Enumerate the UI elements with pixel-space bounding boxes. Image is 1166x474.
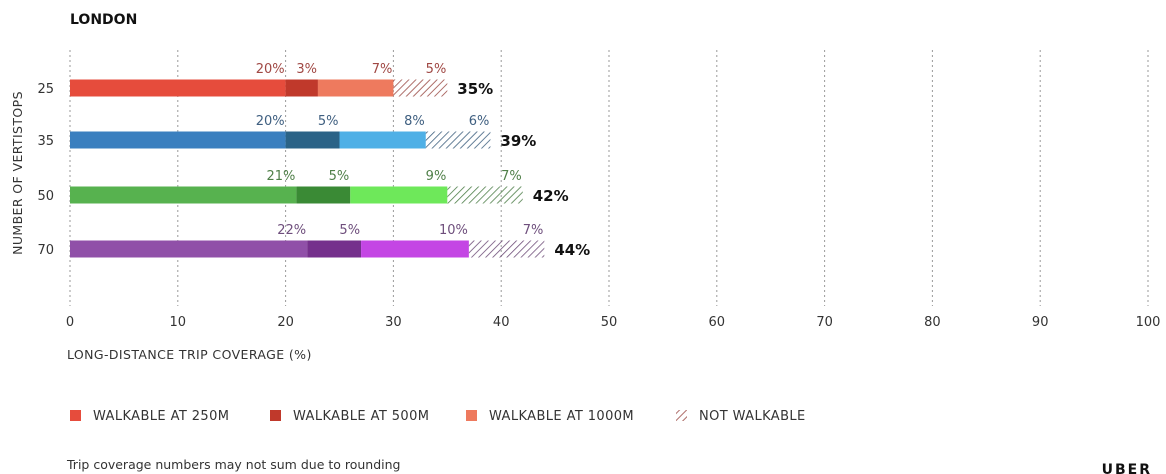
bar-70-walkable-at-1000m [361, 240, 469, 258]
bar-35-walkable-at-1000m [339, 131, 426, 149]
segment-label-25-not-walkable: 5% [426, 62, 447, 77]
bar-25-walkable-at-500m [285, 79, 318, 97]
segment-label-70-walkable-at-500m: 5% [339, 223, 360, 238]
uber-logo: UBER [1102, 462, 1152, 474]
x-tick-20: 20 [277, 315, 294, 330]
x-axis-ticks: 0 10 20 30 40 50 60 70 80 90 100 [66, 315, 1161, 330]
legend-label-walkable-at-500m: WALKABLE AT 500M [293, 409, 429, 424]
segment-label-50-walkable-at-250m: 21% [266, 169, 295, 184]
segment-label-25-walkable-at-1000m: 7% [372, 62, 393, 77]
legend: WALKABLE AT 250M WALKABLE AT 500M WALKABLE… [70, 409, 806, 424]
bar-35-walkable-at-250m [70, 131, 286, 149]
bars: 20% 3% 7% 5% 35% 20% 5% 8% 6% 39% 21% 5% 9% 7% 42% 22% 5… [70, 62, 590, 259]
total-label-25: 35% [457, 80, 493, 98]
y-axis-label: NUMBER OF VERTISTOPS [10, 91, 25, 255]
x-tick-60: 60 [709, 315, 726, 330]
legend-swatch-walkable-at-250m [70, 410, 81, 421]
x-tick-80: 80 [924, 315, 941, 330]
segment-label-50-walkable-at-500m: 5% [329, 169, 350, 184]
legend-swatch-walkable-at-1000m [466, 410, 477, 421]
legend-label-not-walkable: NOT WALKABLE [699, 409, 806, 424]
segment-label-70-walkable-at-1000m: 10% [439, 223, 468, 238]
bar-35-not-walkable [425, 131, 491, 149]
y-tick-50: 50 [37, 189, 54, 204]
x-tick-10: 10 [170, 315, 187, 330]
x-tick-50: 50 [601, 315, 618, 330]
bar-50-walkable-at-500m [296, 186, 351, 204]
segment-label-35-walkable-at-1000m: 8% [404, 114, 425, 129]
segment-label-70-walkable-at-250m: 22% [277, 223, 306, 238]
legend-label-walkable-at-1000m: WALKABLE AT 1000M [489, 409, 634, 424]
y-tick-25: 25 [37, 82, 54, 97]
x-tick-0: 0 [66, 315, 74, 330]
segment-label-50-not-walkable: 7% [501, 169, 522, 184]
x-tick-30: 30 [385, 315, 402, 330]
bar-25-not-walkable [393, 79, 448, 97]
x-tick-70: 70 [816, 315, 833, 330]
x-tick-100: 100 [1136, 315, 1161, 330]
x-tick-40: 40 [493, 315, 510, 330]
y-tick-35: 35 [37, 134, 54, 149]
bar-70-walkable-at-500m [307, 240, 362, 258]
total-label-50: 42% [533, 187, 569, 205]
x-tick-90: 90 [1032, 315, 1049, 330]
segment-label-35-walkable-at-500m: 5% [318, 114, 339, 129]
legend-label-walkable-at-250m: WALKABLE AT 250M [93, 409, 229, 424]
bar-50-walkable-at-1000m [350, 186, 448, 204]
bar-50-walkable-at-250m [70, 186, 297, 204]
bar-35-walkable-at-500m [285, 131, 340, 149]
bar-25-walkable-at-1000m [317, 79, 394, 97]
y-tick-70: 70 [37, 243, 54, 258]
segment-label-50-walkable-at-1000m: 9% [426, 169, 447, 184]
bar-70-not-walkable [468, 240, 545, 258]
x-axis-label: LONG-DISTANCE TRIP COVERAGE (%) [67, 347, 312, 362]
footnote: Trip coverage numbers may not sum due to… [66, 457, 401, 472]
bar-25-walkable-at-250m [70, 79, 286, 97]
bar-50-not-walkable [447, 186, 523, 204]
segment-label-35-walkable-at-250m: 20% [256, 114, 285, 129]
segment-label-35-not-walkable: 6% [469, 114, 490, 129]
segment-label-70-not-walkable: 7% [523, 223, 544, 238]
legend-swatch-walkable-at-500m [270, 410, 281, 421]
total-label-70: 44% [554, 241, 590, 259]
y-axis-ticks: 25 35 50 70 [37, 82, 54, 258]
segment-label-25-walkable-at-500m: 3% [296, 62, 317, 77]
total-label-35: 39% [500, 132, 536, 150]
segment-label-25-walkable-at-250m: 20% [256, 62, 285, 77]
chart-title: LONDON [70, 12, 137, 28]
legend-swatch-not-walkable [676, 410, 687, 421]
bar-70-walkable-at-250m [70, 240, 308, 258]
